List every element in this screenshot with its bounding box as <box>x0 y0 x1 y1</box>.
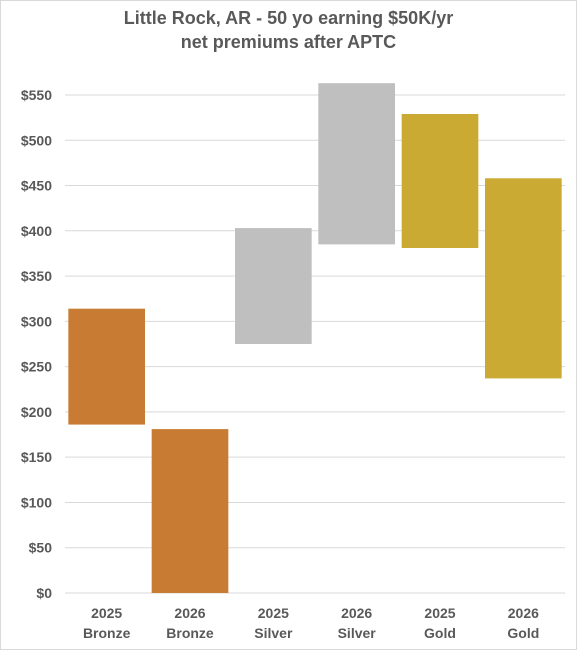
x-category-tier-label: Silver <box>338 625 377 641</box>
chart-title-line-1: Little Rock, AR - 50 yo earning $50K/yr <box>123 8 454 28</box>
y-axis-tick-labels: $0 $50 $100 $150 $200 $250 $300 $350 $400 $450 $50… <box>21 87 52 601</box>
y-tick-label: $300 <box>21 313 52 329</box>
x-category-tier-label: Bronze <box>166 625 214 641</box>
y-tick-label: $200 <box>21 404 52 420</box>
y-tick-label: $500 <box>21 132 52 148</box>
x-category-tier-label: Gold <box>424 625 456 641</box>
y-tick-label: $250 <box>21 359 52 375</box>
x-category-year-label: 2026 <box>508 605 539 621</box>
y-tick-label: $400 <box>21 223 52 239</box>
y-tick-label: $350 <box>21 268 52 284</box>
x-axis-category-labels: 2025 Bronze 2026 Bronze 2025 Silver 2026 Silver… <box>83 605 539 641</box>
y-tick-label: $50 <box>29 540 53 556</box>
x-category-year-label: 2025 <box>424 605 455 621</box>
x-category-year-label: 2026 <box>341 605 372 621</box>
x-category-tier-label: Silver <box>254 625 293 641</box>
x-category-year-label: 2025 <box>258 605 289 621</box>
x-category-year-label: 2025 <box>91 605 122 621</box>
y-tick-label: $150 <box>21 449 52 465</box>
y-tick-label: $550 <box>21 87 52 103</box>
gridlines <box>65 94 565 594</box>
range-bar-2026-silver <box>318 83 395 245</box>
range-bar-2025-silver <box>235 228 312 344</box>
y-tick-label: $450 <box>21 178 52 194</box>
range-bar-2026-bronze <box>151 429 229 593</box>
x-category-tier-label: Gold <box>507 625 539 641</box>
range-bar-2026-gold <box>485 178 562 379</box>
range-bar-2025-gold <box>401 113 479 249</box>
chart-title: Little Rock, AR - 50 yo earning $50K/yr … <box>0 6 577 54</box>
bars <box>68 83 562 593</box>
x-category-year-label: 2026 <box>174 605 205 621</box>
x-category-tier-label: Bronze <box>83 625 131 641</box>
range-bar-2025-bronze <box>68 308 145 425</box>
y-tick-label: $100 <box>21 494 52 510</box>
y-tick-label: $0 <box>36 585 52 601</box>
chart-title-line-2: net premiums after APTC <box>180 32 397 52</box>
